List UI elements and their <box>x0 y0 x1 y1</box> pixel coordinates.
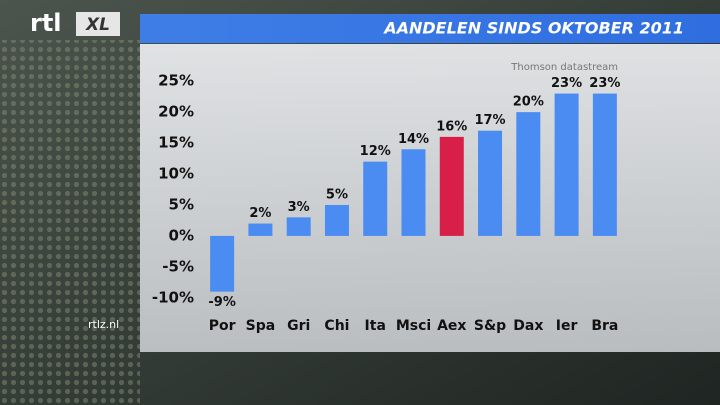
y-tick-label: -10% <box>152 288 194 306</box>
title-bar <box>140 14 720 43</box>
x-tick-label: S&p <box>474 318 506 334</box>
x-tick-label: Ier <box>556 318 578 334</box>
y-tick-label: 5% <box>169 195 194 213</box>
value-label: 12% <box>360 144 391 159</box>
bar <box>478 130 503 236</box>
bar <box>554 93 579 236</box>
x-tick-label: Msci <box>396 318 431 334</box>
value-label: 23% <box>589 76 620 91</box>
logo-text: rtl <box>30 9 62 37</box>
x-tick-label: Aex <box>437 318 466 334</box>
bar <box>401 149 426 236</box>
site-label: rtlz.nl <box>88 318 119 331</box>
x-tick-label: Por <box>209 318 236 334</box>
logo-badge-box <box>76 12 120 36</box>
y-tick-label: 25% <box>158 72 194 90</box>
y-tick-label: 15% <box>158 134 194 152</box>
y-tick-label: -5% <box>162 257 194 275</box>
source: Thomson datastream <box>510 62 618 73</box>
board-texture <box>0 40 140 405</box>
bar <box>439 136 464 236</box>
value-label: 14% <box>398 132 429 147</box>
chart-panel <box>140 44 720 352</box>
x-tick-label: Ita <box>365 318 386 334</box>
logo-badge: XL <box>85 15 110 35</box>
chart-title: AANDELEN SINDS OKTOBER 2011 <box>382 19 684 38</box>
x-tick-label: Dax <box>513 318 543 334</box>
value-label: 3% <box>288 200 310 215</box>
bar <box>592 93 617 236</box>
bar <box>363 161 388 236</box>
bar <box>516 112 541 236</box>
value-label: -9% <box>208 295 235 310</box>
value-label: 2% <box>249 206 271 221</box>
bar <box>248 223 273 236</box>
bar <box>324 204 349 236</box>
x-tick-label: Chi <box>324 318 349 334</box>
value-label: 23% <box>551 76 582 91</box>
value-label: 20% <box>513 95 544 110</box>
value-label: 17% <box>474 113 505 128</box>
value-label: 16% <box>436 119 467 134</box>
y-tick-label: 10% <box>158 165 194 183</box>
bar <box>210 235 235 292</box>
bar <box>286 217 311 236</box>
y-tick-label: 20% <box>158 103 194 121</box>
x-tick-label: Gri <box>287 318 310 334</box>
y-tick-label: 0% <box>169 226 194 244</box>
x-tick-label: Bra <box>591 318 618 334</box>
x-tick-label: Spa <box>246 318 276 334</box>
value-label: 5% <box>326 187 348 202</box>
